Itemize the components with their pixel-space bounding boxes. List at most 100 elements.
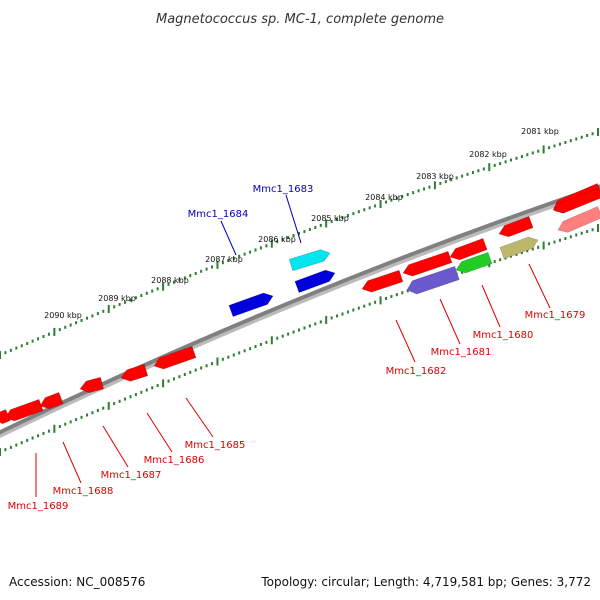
inner-tick (406, 289, 409, 293)
inner-tick (368, 302, 371, 306)
inner-tick (4, 448, 7, 452)
outer-tick (259, 246, 262, 250)
gene-unlabeled[interactable] (557, 206, 600, 233)
outer-tick (200, 269, 203, 273)
inner-tick (531, 247, 534, 251)
gene-mmc1-1685[interactable] (153, 345, 197, 370)
outer-tick (69, 323, 72, 327)
outer-tick (477, 169, 480, 173)
outer-tick (504, 160, 507, 164)
outer-tick (341, 216, 344, 220)
inner-tick (216, 357, 219, 366)
gene-mmc1-1679[interactable] (498, 215, 534, 238)
outer-tick (20, 344, 23, 348)
outer-tick (597, 128, 599, 136)
outer-tick (287, 236, 290, 240)
inner-tick (395, 293, 398, 297)
gene-label: Mmc1_1679 (525, 310, 586, 321)
inner-tick (47, 429, 50, 433)
inner-tick (232, 353, 235, 357)
outer-tick (189, 274, 192, 278)
gene-mmc1-1686[interactable] (120, 363, 149, 382)
outer-tick (4, 351, 7, 355)
inner-tick (156, 384, 159, 388)
outer-tick (156, 287, 159, 291)
outer-tick (352, 212, 355, 216)
outer-tick (384, 200, 387, 204)
kbp-label: 2085 kbp (311, 214, 349, 223)
inner-tick (537, 245, 540, 249)
inner-tick (308, 324, 311, 328)
gene-leader-line (146, 412, 173, 453)
outer-tick (357, 210, 360, 214)
outer-tick (53, 327, 56, 336)
inner-tick (80, 415, 83, 419)
outer-tick (499, 162, 502, 166)
gene-unlabeled[interactable] (554, 187, 600, 213)
outer-tick (102, 309, 105, 313)
gene-mmc1-1684[interactable] (294, 269, 336, 294)
inner-tick (238, 351, 241, 355)
genome-backbone (0, 184, 600, 435)
backbone-shadow (0, 186, 600, 438)
inner-tick (96, 408, 99, 412)
outer-tick (591, 132, 594, 136)
inner-tick (341, 312, 344, 316)
outer-tick (9, 348, 12, 352)
inner-tick (314, 322, 317, 326)
outer-tick (265, 244, 268, 248)
outer-tick (75, 321, 78, 325)
outer-tick (145, 291, 148, 295)
inner-tick (298, 328, 300, 332)
inner-tick (178, 375, 181, 379)
inner-tick (597, 224, 599, 232)
gene-unlabeled[interactable] (449, 237, 488, 261)
gene-label: Mmc1_1684 (188, 209, 249, 220)
outer-tick (80, 318, 83, 322)
gene-label: Mmc1_1682 (386, 366, 447, 377)
outer-tick (537, 149, 540, 153)
inner-tick (548, 242, 551, 246)
gene-mmc1-1683[interactable] (288, 249, 331, 272)
outer-tick (47, 332, 50, 336)
inner-tick (270, 336, 273, 345)
inner-tick (69, 420, 72, 424)
inner-tick (26, 438, 29, 442)
outer-tick (37, 337, 40, 341)
inner-tick (303, 326, 306, 330)
inner-tick (553, 240, 556, 244)
gene-mmc1-1682[interactable] (361, 269, 404, 293)
outer-tick (520, 154, 523, 158)
outer-tick (450, 178, 453, 182)
gene-forward[interactable] (228, 292, 274, 318)
gene-mmc1-1689[interactable] (4, 398, 44, 422)
gene-mmc1-1687[interactable] (79, 376, 104, 394)
inner-tick (58, 425, 61, 429)
outer-tick (553, 144, 556, 148)
inner-tick (167, 379, 170, 383)
gene-mmc1-1681[interactable] (406, 265, 460, 295)
inner-tick (336, 314, 339, 318)
gene-mmc1-1680[interactable] (455, 251, 493, 274)
inner-tick (330, 316, 333, 320)
gene-features (0, 183, 600, 425)
gene-leader-line (439, 298, 461, 345)
outer-tick (368, 206, 371, 210)
outer-tick (433, 181, 436, 190)
inner-tick (129, 395, 132, 399)
gene-unlabeled[interactable] (499, 236, 539, 260)
accession-label: Accession: NC_008576 (9, 575, 145, 589)
gene-unlabeled[interactable] (0, 409, 11, 425)
inner-tick (325, 315, 328, 324)
outer-tick (183, 276, 186, 280)
gene-leader-line (285, 194, 302, 244)
gene-leader-line (528, 263, 551, 309)
inner-tick (352, 308, 355, 312)
inner-tick (172, 377, 175, 381)
outer-tick (314, 225, 317, 229)
gene-mmc1-1688[interactable] (39, 392, 64, 410)
outer-tick (178, 278, 181, 282)
inner-tick (211, 362, 214, 366)
inner-tick (151, 386, 154, 390)
inner-tick (0, 448, 1, 456)
